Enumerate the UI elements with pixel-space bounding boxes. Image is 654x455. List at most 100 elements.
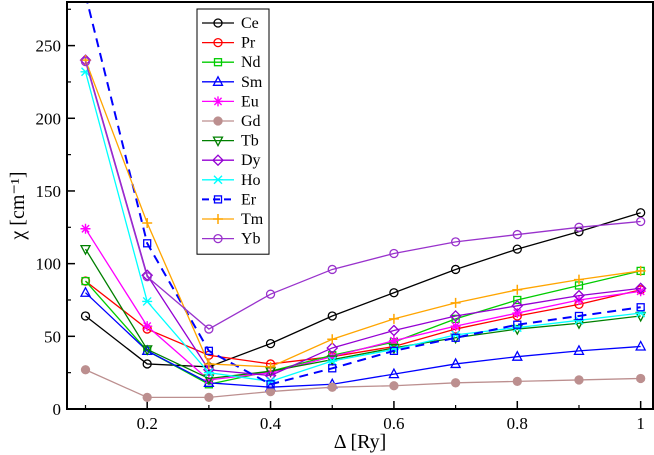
series-dy xyxy=(79,54,647,382)
series-line-nd xyxy=(85,270,641,385)
point-marker xyxy=(513,295,522,305)
point-marker xyxy=(573,315,584,325)
series-line-ce xyxy=(85,212,641,368)
series-line-pr xyxy=(85,280,641,365)
point-marker xyxy=(573,344,585,356)
point-marker xyxy=(213,37,223,48)
point-marker xyxy=(203,374,214,385)
x-tick-label: 0.6 xyxy=(383,414,404,433)
point-marker xyxy=(450,321,461,332)
point-marker xyxy=(143,239,152,248)
point-marker xyxy=(512,229,522,240)
legend-item-ce: Ce xyxy=(202,15,259,32)
point-marker xyxy=(213,175,223,185)
series-yb xyxy=(80,56,646,334)
legend-item-eu: Eu xyxy=(202,93,259,110)
point-marker xyxy=(512,284,523,295)
point-marker xyxy=(80,365,91,375)
point-marker xyxy=(142,217,153,228)
y-tick-label: 100 xyxy=(36,255,62,274)
legend-item-dy: Dy xyxy=(202,152,261,169)
point-marker xyxy=(80,223,91,234)
legend-item-er: Er xyxy=(202,191,257,208)
point-marker xyxy=(265,289,276,299)
series-ho xyxy=(80,67,646,386)
y-tick-label: 150 xyxy=(36,182,62,201)
point-marker xyxy=(328,364,337,373)
legend-label: Pr xyxy=(241,35,256,52)
legend-label: Ce xyxy=(241,15,259,32)
point-marker xyxy=(573,274,584,285)
point-marker xyxy=(327,311,337,321)
point-marker xyxy=(141,345,153,356)
point-marker xyxy=(635,286,646,297)
series-line-tm xyxy=(84,59,641,368)
point-marker xyxy=(511,350,523,361)
point-marker xyxy=(451,333,460,342)
point-marker xyxy=(204,392,214,403)
legend-item-sm: Sm xyxy=(202,74,263,91)
legend-item-gd: Gd xyxy=(202,113,261,130)
x-tick-label: 0.8 xyxy=(507,414,528,433)
series-ce xyxy=(80,208,646,372)
series-line-gd xyxy=(85,369,641,399)
point-marker xyxy=(574,222,584,232)
series-sm xyxy=(79,286,647,392)
series-line-sm xyxy=(85,292,641,388)
point-marker xyxy=(212,154,224,167)
point-marker xyxy=(634,282,647,295)
point-marker xyxy=(213,233,223,244)
point-marker xyxy=(327,334,338,345)
point-marker xyxy=(213,195,223,204)
point-marker xyxy=(79,286,92,297)
point-marker xyxy=(512,308,523,319)
point-marker xyxy=(266,380,275,389)
point-marker xyxy=(389,248,399,259)
point-marker xyxy=(636,216,646,227)
series-gd xyxy=(80,365,646,403)
legend-item-ho: Ho xyxy=(202,172,261,189)
y-tick-label: 0 xyxy=(53,400,62,419)
point-marker xyxy=(327,382,337,392)
legend-item-yb: Yb xyxy=(202,231,261,248)
series-line-yb xyxy=(84,61,641,330)
point-marker xyxy=(80,56,91,67)
point-marker xyxy=(389,288,399,298)
point-marker xyxy=(142,296,153,306)
x-tick-label: 1 xyxy=(636,414,645,433)
series-layer xyxy=(79,2,647,403)
series-line-er xyxy=(86,2,641,386)
series-tm xyxy=(80,55,646,372)
point-marker xyxy=(203,368,214,378)
legend-label: Sm xyxy=(241,74,263,91)
point-marker xyxy=(449,310,462,322)
legend-item-tb: Tb xyxy=(202,133,259,150)
y-tick-label: 250 xyxy=(36,37,62,56)
legend-label: Tb xyxy=(241,133,259,150)
point-marker xyxy=(81,276,90,286)
point-marker xyxy=(636,208,646,218)
point-marker xyxy=(213,58,223,67)
point-marker xyxy=(142,359,152,369)
point-marker xyxy=(512,244,522,254)
point-marker xyxy=(635,265,646,276)
point-marker xyxy=(574,311,584,321)
y-tick-label: 200 xyxy=(36,109,62,128)
point-marker xyxy=(213,116,223,126)
series-nd xyxy=(81,266,645,389)
legend-label: Eu xyxy=(241,93,259,110)
point-marker xyxy=(512,376,522,387)
legend-label: Tm xyxy=(241,211,264,228)
point-marker xyxy=(573,289,585,302)
point-marker xyxy=(327,264,337,275)
point-marker xyxy=(450,264,461,275)
point-marker xyxy=(388,313,399,324)
point-marker xyxy=(213,96,223,107)
series-line-dy xyxy=(84,59,641,377)
legend-label: Er xyxy=(241,191,257,208)
point-marker xyxy=(213,214,223,224)
plot-frame xyxy=(66,1,654,410)
legend-item-tm: Tm xyxy=(202,211,264,228)
point-marker xyxy=(212,136,224,147)
